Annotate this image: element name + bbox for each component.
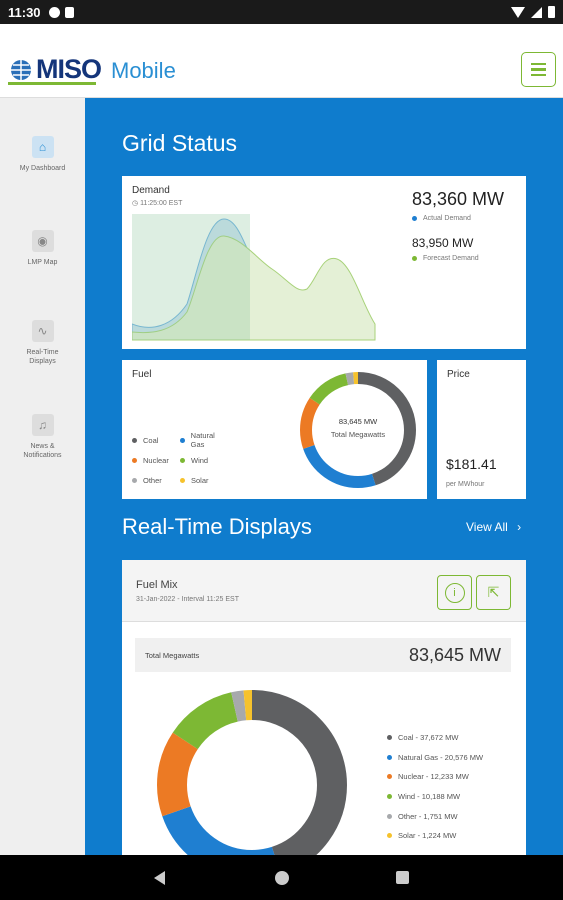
- actual-demand-value: 83,360 MW: [412, 189, 505, 209]
- view-all-link[interactable]: View All ›: [466, 520, 522, 534]
- app-bar: MISO Mobile: [0, 24, 563, 98]
- sidebar-item-label: Real-Time Displays: [26, 349, 59, 365]
- price-value: $181.41: [446, 456, 497, 472]
- menu-button[interactable]: [521, 52, 556, 87]
- grid-status-title: Grid Status: [122, 130, 238, 156]
- status-time: 11:30: [8, 4, 41, 20]
- forecast-demand-value: 83,950 MW: [412, 236, 474, 250]
- logo-text: MISO: [36, 54, 102, 84]
- fuel-donut-chart: [300, 372, 416, 488]
- menu-icon: [531, 62, 546, 66]
- miso-logo[interactable]: MISO: [8, 54, 102, 85]
- fuel-center-label: Total Megawatts: [330, 430, 386, 439]
- fuel-label: Fuel: [132, 369, 152, 380]
- chevron-right-icon: ›: [517, 520, 522, 534]
- legend-item: Solar - 1,224 MW: [387, 826, 483, 846]
- legend-dot: [412, 255, 417, 261]
- price-unit: per MWhour: [446, 481, 485, 488]
- wifi-icon: [511, 6, 525, 18]
- demand-label: Demand: [132, 185, 170, 196]
- main-content: Grid Status Demand ◷ 11:25:00 EST 83,360…: [85, 98, 563, 855]
- legend-item: Nuclear - 12,233 MW: [387, 767, 483, 787]
- total-megawatts-bar: Total Megawatts 83,645 MW: [135, 638, 511, 672]
- legend-coal: Coal: [132, 436, 180, 445]
- fuel-mix-subtitle: 31-Jan-2022 - Interval 11:25 EST: [136, 596, 239, 603]
- total-megawatts-value: 83,645 MW: [408, 644, 501, 665]
- fuel-center-value: 83,645 MW: [338, 417, 378, 426]
- total-megawatts-label: Total Megawatts: [145, 650, 200, 660]
- elapsed-shade: [132, 214, 250, 340]
- donut-slice-solar: [157, 690, 347, 855]
- legend-item: Natural Gas - 20,576 MW: [387, 748, 483, 768]
- sidebar-item-lmp-map[interactable]: ◉ LMP Map: [0, 230, 85, 267]
- storage-icon: [64, 6, 74, 18]
- pulse-icon: ∿: [31, 320, 54, 342]
- legend-solar: Solar: [180, 476, 228, 485]
- sidebar-item-news[interactable]: ♫ News & Notifications: [0, 414, 85, 460]
- donut-slice-nuclear: [157, 690, 347, 855]
- sidebar-item-real-time[interactable]: ∿ Real-Time Displays: [0, 320, 85, 366]
- legend-nuclear: Nuclear: [132, 456, 180, 465]
- signal-icon: [531, 6, 542, 18]
- map-pin-icon: ◉: [31, 230, 54, 252]
- price-label: Price: [447, 369, 470, 380]
- external-link-icon: ⇱: [487, 584, 500, 600]
- actual-demand-legend: Actual Demand: [412, 215, 471, 222]
- fuel-legend: Coal Natural Gas Nuclear Wind Other Sola…: [132, 430, 228, 490]
- fuel-mix-title: Fuel Mix: [136, 579, 178, 591]
- sidebar: ⌂ My Dashboard ◉ LMP Map ∿ Real-Time Dis…: [0, 98, 85, 855]
- recents-icon[interactable]: [396, 871, 409, 884]
- legend-other: Other: [132, 476, 180, 485]
- notification-icon: [48, 6, 60, 18]
- fuel-mix-legend: Coal - 37,672 MW Natural Gas - 20,576 MW…: [387, 728, 483, 846]
- forecast-demand-area: [132, 235, 376, 341]
- battery-icon: [548, 6, 555, 18]
- miso-globe-icon: [11, 59, 31, 80]
- donut-slice-natural-gas: [300, 372, 416, 488]
- open-external-button[interactable]: ⇱: [476, 575, 511, 610]
- donut-slice-solar: [300, 372, 416, 488]
- fuel-mix-donut-chart: [157, 690, 347, 855]
- app-subtitle: Mobile: [111, 58, 176, 83]
- demand-card[interactable]: Demand ◷ 11:25:00 EST 83,360 MW Actual D…: [122, 176, 526, 349]
- home-icon: ⌂: [31, 136, 54, 158]
- price-card[interactable]: Price $181.41 per MWhour: [437, 360, 526, 499]
- logo-underline: [8, 82, 96, 85]
- clock-icon: ◷: [132, 200, 139, 207]
- legend-item: Coal - 37,672 MW: [387, 728, 483, 748]
- legend-item: Other - 1,751 MW: [387, 806, 483, 826]
- home-button-icon[interactable]: [275, 871, 289, 885]
- status-bar: 11:30: [0, 0, 563, 24]
- info-button[interactable]: i: [437, 575, 472, 610]
- legend-natural-gas: Natural Gas: [180, 431, 228, 449]
- legend-wind: Wind: [180, 456, 228, 465]
- legend-dot: [412, 215, 417, 221]
- fuel-card[interactable]: Fuel Coal Natural Gas Nuclear Wind Other…: [122, 360, 427, 499]
- system-nav-bar: [0, 855, 563, 900]
- bell-icon: ♫: [31, 414, 54, 436]
- forecast-demand-legend: Forecast Demand: [412, 255, 479, 262]
- donut-slice-nuclear: [300, 372, 416, 488]
- sidebar-item-dashboard[interactable]: ⌂ My Dashboard: [0, 136, 85, 173]
- sidebar-item-label: LMP Map: [27, 259, 58, 266]
- fuel-mix-header: Fuel Mix 31-Jan-2022 - Interval 11:25 ES…: [122, 560, 526, 622]
- demand-chart: [132, 214, 376, 341]
- demand-time: ◷ 11:25:00 EST: [132, 200, 183, 207]
- back-icon[interactable]: [154, 871, 165, 885]
- legend-item: Wind - 10,188 MW: [387, 787, 483, 807]
- fuel-mix-card: Fuel Mix 31-Jan-2022 - Interval 11:25 ES…: [122, 560, 526, 855]
- real-time-title: Real-Time Displays: [122, 514, 312, 539]
- info-icon: i: [444, 582, 465, 603]
- sidebar-item-label: My Dashboard: [19, 165, 66, 172]
- sidebar-item-label: News & Notifications: [23, 443, 62, 459]
